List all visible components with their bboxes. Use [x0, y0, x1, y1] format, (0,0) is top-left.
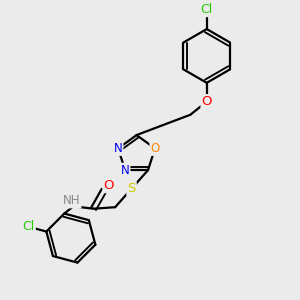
Text: O: O: [202, 95, 212, 108]
Text: S: S: [128, 182, 136, 195]
Text: NH: NH: [63, 194, 81, 207]
Text: Cl: Cl: [201, 3, 213, 16]
Text: Cl: Cl: [22, 220, 35, 233]
Text: N: N: [121, 164, 130, 177]
Text: O: O: [150, 142, 160, 155]
Text: N: N: [114, 142, 122, 155]
Text: O: O: [103, 179, 114, 192]
